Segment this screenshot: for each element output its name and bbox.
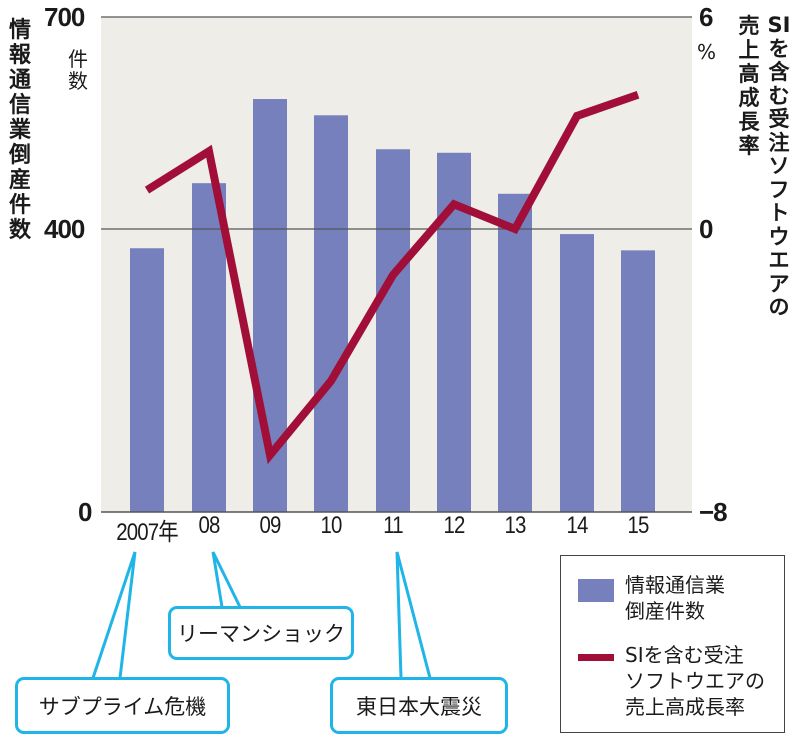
bar: [621, 250, 655, 512]
callout-subprime: サブプライム危機: [15, 677, 230, 734]
x-axis-label: 15: [627, 512, 649, 539]
right-axis-title: SIを含む受注ソフトウエアの: [767, 13, 791, 319]
x-axis-label: 12: [443, 512, 465, 539]
bar: [192, 183, 226, 512]
callout-earthquake: 東日本大震災: [330, 677, 508, 734]
right-axis-unit: %: [697, 40, 717, 64]
x-axis-label: 10: [320, 512, 342, 539]
legend: 情報通信業 倒産件数 SIを含む受注 ソフトウエアの 売上高成長率: [560, 555, 785, 733]
left-tick-700: 700: [44, 2, 85, 32]
right-tick-0: 0: [699, 214, 714, 244]
bar: [376, 149, 410, 512]
legend-bar-label: 情報通信業 倒産件数: [625, 573, 725, 623]
callout-lehman: リーマンショック: [168, 606, 354, 660]
right-tick-minus8: −8: [699, 497, 728, 527]
x-axis-label: 11: [383, 512, 403, 539]
left-tick-400: 400: [44, 214, 85, 244]
bar: [314, 115, 348, 513]
line-series: [144, 90, 640, 465]
x-axis-label: 09: [259, 512, 281, 539]
legend-line-label: SIを含む受注 ソフトウエアの 売上高成長率: [625, 643, 765, 719]
legend-bar-swatch: [578, 579, 614, 602]
legend-line-swatch: [578, 654, 614, 661]
x-axis-label: 08: [198, 512, 220, 539]
left-axis-unit: 件数: [68, 47, 88, 93]
left-tick-0: 0: [78, 497, 93, 527]
right-axis-title-2: 売上高成長率: [738, 14, 760, 158]
x-axis-label: 13: [504, 512, 526, 539]
bar: [560, 234, 594, 513]
bar-series: [130, 99, 655, 513]
bar: [130, 248, 164, 512]
bar: [498, 193, 532, 513]
x-axis-label: 2007年: [116, 519, 178, 546]
right-tick-6: 6: [699, 2, 714, 32]
left-axis-title: 情報通信業倒産件数: [8, 18, 31, 243]
x-axis-label: 14: [566, 512, 588, 539]
